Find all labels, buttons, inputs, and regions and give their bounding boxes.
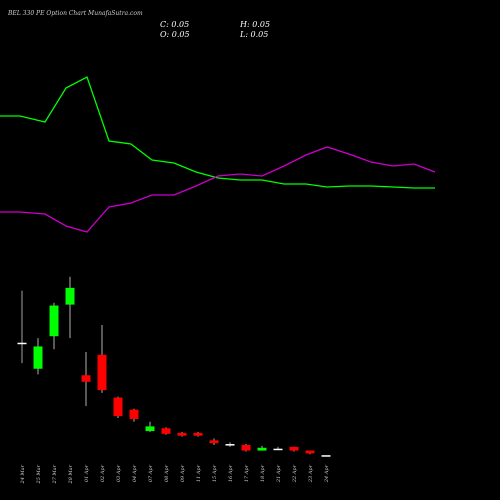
candle — [273, 446, 283, 451]
candle-body — [33, 346, 43, 369]
candle-body — [289, 446, 299, 451]
x-tick-label: 04 Apr — [132, 464, 138, 482]
series-line-magenta — [0, 146, 436, 233]
candle — [177, 431, 187, 437]
x-axis-ticks: 24 Mar 25 Mar 27 Mar 28 Mar 01 Apr 02 Apr 03 A… — [20, 464, 330, 484]
candles — [17, 276, 331, 457]
candle — [49, 302, 59, 350]
candle-body — [145, 426, 155, 432]
candle — [17, 290, 27, 364]
candle — [129, 408, 139, 422]
x-tick-label: 09 Apr — [180, 464, 186, 482]
x-tick-label: 16 Apr — [228, 464, 234, 482]
candle-body — [273, 448, 283, 451]
candle — [33, 338, 43, 375]
candle-body — [257, 447, 267, 451]
candle — [145, 421, 155, 432]
chart-title: BEL 330 PE Option Chart MunafaSutra.com — [7, 10, 143, 17]
x-tick-label: 27 Mar — [52, 464, 58, 484]
candle — [97, 325, 107, 393]
x-tick-label: 21 Apr — [276, 464, 282, 483]
x-tick-label: 28 Mar — [68, 464, 74, 484]
candle-body — [97, 354, 107, 391]
x-tick-label: 18 Apr — [260, 464, 266, 482]
low-label: L: 0.05 — [239, 30, 268, 39]
x-tick-label: 15 Apr — [212, 464, 218, 482]
candle — [113, 396, 123, 419]
candle — [81, 352, 91, 406]
candle-body — [17, 342, 27, 345]
candle-body — [241, 444, 251, 451]
x-tick-label: 25 Mar — [36, 464, 42, 484]
candle-body — [177, 432, 187, 436]
x-tick-label: 03 Apr — [116, 464, 122, 482]
candle — [241, 444, 251, 452]
open-label: O: 0.05 — [160, 30, 190, 39]
candle-body — [161, 428, 171, 434]
candle-body — [209, 440, 219, 444]
candle — [225, 442, 235, 447]
x-tick-label: 22 Apr — [292, 464, 298, 483]
candle — [65, 276, 75, 339]
candle — [289, 446, 299, 452]
x-tick-label: 01 Apr — [84, 464, 90, 482]
x-tick-label: 07 Apr — [148, 464, 154, 482]
candle — [305, 450, 315, 455]
close-label: C: 0.05 — [160, 20, 189, 29]
candle-body — [193, 432, 203, 436]
candle — [161, 427, 171, 435]
x-tick-label: 08 Apr — [164, 464, 170, 482]
x-tick-label: 11 Apr — [196, 464, 202, 482]
x-tick-label: 24 Apr — [324, 464, 330, 483]
candle-body — [113, 397, 123, 417]
candle-body — [305, 450, 315, 454]
candle — [321, 455, 331, 457]
candle-body — [65, 287, 75, 305]
candle-body — [321, 455, 331, 457]
candle — [209, 438, 219, 445]
high-label: H: 0.05 — [239, 20, 270, 29]
candle-body — [225, 444, 235, 446]
x-tick-label: 23 Apr — [308, 464, 314, 483]
candle — [193, 431, 203, 437]
indicator-lines — [0, 76, 436, 233]
x-tick-label: 02 Apr — [100, 464, 106, 482]
series-line-green — [0, 76, 435, 189]
candle — [257, 445, 267, 451]
x-tick-label: 24 Mar — [20, 464, 26, 484]
candle-body — [49, 305, 59, 337]
candle-body — [81, 375, 91, 382]
x-tick-label: 17 Apr — [244, 464, 250, 482]
candle-body — [129, 409, 139, 419]
